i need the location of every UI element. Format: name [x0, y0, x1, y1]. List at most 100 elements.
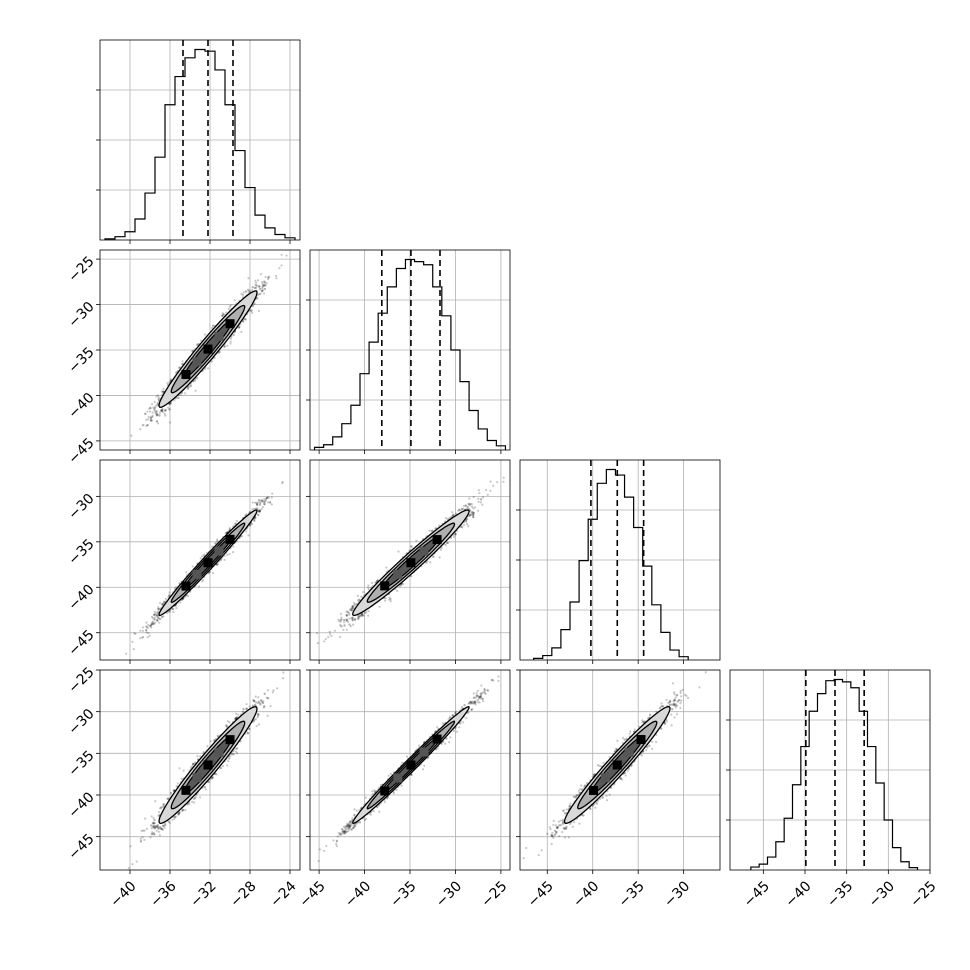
scatter-point [479, 697, 483, 700]
scatter-point [145, 625, 148, 628]
scatter-point [577, 789, 580, 792]
scatter-point [339, 635, 342, 639]
scatter-point [337, 831, 340, 835]
scatter-point [259, 273, 262, 276]
scatter-point [251, 311, 254, 315]
scatter-point [357, 615, 361, 619]
scatter-point [345, 618, 349, 622]
scatter-point [139, 839, 143, 842]
scatter-point [351, 606, 354, 609]
x-tick-label: −24 [267, 878, 299, 910]
scatter-point [646, 746, 649, 749]
scatter-point [232, 545, 235, 548]
scatter-point [225, 311, 228, 314]
y-tick-label: −25 [65, 664, 97, 696]
scatter-point [152, 623, 155, 626]
scatter-point [467, 702, 470, 705]
scatter-point [265, 696, 268, 699]
scatter-point [658, 706, 662, 710]
scatter-point [676, 704, 679, 707]
scatter-point [152, 622, 155, 625]
scatter-point [255, 725, 258, 728]
scatter-point [486, 493, 489, 496]
scatter-point [468, 514, 471, 517]
scatter-point [262, 700, 265, 703]
scatter-point [462, 504, 466, 508]
scatter-point [345, 613, 348, 617]
scatter-point [242, 291, 245, 294]
hist-grid-2 [310, 250, 510, 450]
scatter-point [465, 517, 469, 521]
scatter-point [159, 807, 162, 810]
scatter-point [272, 689, 275, 692]
scatter-point [677, 698, 681, 702]
scatter-point [540, 849, 543, 852]
scatter-point [355, 809, 358, 812]
scatter-point [226, 344, 229, 347]
scatter-point [151, 825, 155, 828]
density-core-cell [600, 773, 610, 783]
scatter-point [256, 513, 259, 517]
x-tick-label: −28 [227, 878, 259, 910]
scatter-point [173, 817, 176, 820]
scatter-point [353, 814, 356, 817]
scatter-point [431, 555, 434, 558]
scatter-point [479, 695, 483, 699]
scatter-point [178, 811, 181, 814]
scatter-point [438, 556, 441, 559]
scatter-point [197, 585, 201, 588]
scatter-point [387, 774, 390, 777]
scatter-point [173, 816, 176, 819]
scatter-point [400, 784, 403, 787]
density-core-cell [192, 569, 202, 579]
scatter-point [497, 679, 500, 682]
scatter-point [457, 509, 460, 512]
scatter-point [458, 508, 461, 512]
scatter-point [660, 727, 663, 730]
scatter-point [471, 510, 474, 514]
scatter-point [226, 764, 229, 767]
scatter-point [147, 418, 150, 421]
scatter-point [554, 824, 557, 827]
scatter-point [155, 413, 159, 417]
scatter-point [345, 619, 348, 623]
scatter-point [146, 410, 149, 413]
scatter-point [150, 824, 153, 827]
scatter-point [362, 614, 365, 617]
scatter-point [152, 822, 155, 825]
scatter-point [263, 502, 266, 506]
scatter-point [479, 501, 482, 504]
scatter-point [200, 339, 203, 342]
scatter-point [256, 716, 259, 719]
scatter-point [481, 697, 484, 700]
scatter-point [162, 390, 165, 393]
scatter-point [470, 513, 473, 516]
scatter-point [614, 747, 618, 750]
scatter-point [352, 623, 355, 626]
scatter-point [247, 291, 250, 294]
scatter-point [158, 601, 162, 605]
scatter-point [478, 695, 481, 699]
scatter-point [268, 500, 272, 504]
scatter-frame [99, 459, 301, 661]
scatter-point [261, 289, 265, 292]
scatter-point [257, 498, 260, 502]
scatter-point [324, 637, 327, 641]
density-core-cell [406, 760, 416, 770]
scatter-point [133, 632, 136, 635]
scatter-point [255, 284, 258, 287]
scatter-point [156, 422, 160, 425]
scatter-panel-2-4 [306, 669, 511, 874]
scatter-point [160, 409, 164, 412]
scatter-point [141, 636, 144, 639]
scatter-point [145, 625, 148, 629]
density-core-cell [203, 558, 213, 568]
scatter-point [475, 695, 478, 698]
scatter-point [477, 497, 480, 500]
scatter-point [360, 595, 363, 598]
scatter-point [343, 829, 346, 833]
scatter-point [478, 492, 481, 495]
scatter-point [268, 275, 271, 278]
hist-frame-1 [99, 39, 301, 241]
density-core-cell [393, 773, 403, 783]
